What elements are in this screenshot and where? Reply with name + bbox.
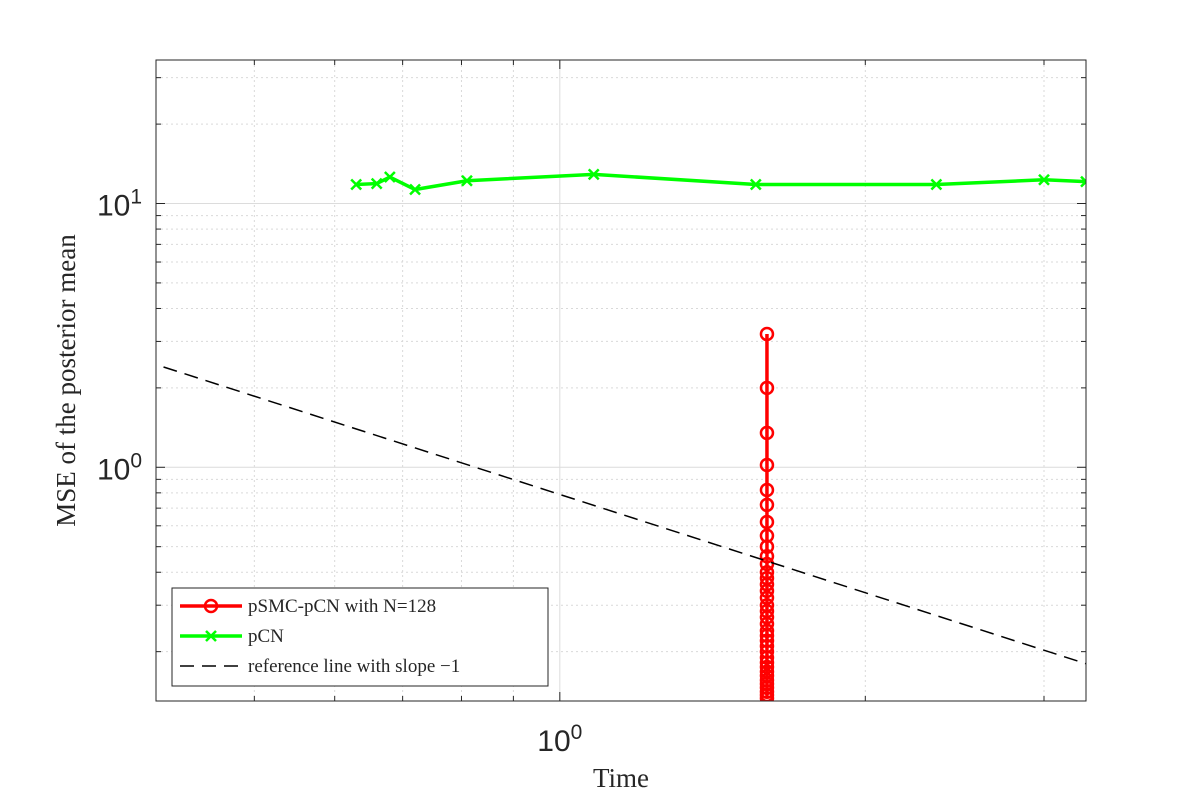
series-marker bbox=[759, 457, 775, 473]
series-marker bbox=[759, 655, 775, 670]
series-0 bbox=[759, 326, 775, 701]
series-line bbox=[356, 172, 1086, 192]
plot-frame bbox=[155, 59, 1087, 702]
y-tick-label: 101 bbox=[97, 186, 142, 223]
series-marker bbox=[759, 556, 775, 572]
series-marker bbox=[759, 691, 775, 701]
tick-labels: 100 101 100 bbox=[97, 186, 582, 758]
series-marker bbox=[409, 183, 421, 196]
series-marker bbox=[1080, 175, 1086, 188]
series-marker bbox=[759, 577, 775, 592]
minor-ticks bbox=[155, 60, 1086, 701]
series-marker bbox=[759, 514, 775, 530]
series-marker bbox=[461, 174, 473, 187]
series-marker bbox=[759, 650, 775, 665]
legend-marker bbox=[203, 598, 219, 614]
series-marker bbox=[383, 171, 396, 183]
series-marker bbox=[759, 425, 775, 441]
series-marker bbox=[759, 482, 775, 498]
series-2 bbox=[156, 363, 1086, 665]
series-marker bbox=[759, 583, 775, 599]
series-marker bbox=[759, 623, 775, 639]
x-tick-label: 100 bbox=[537, 721, 582, 758]
series-marker bbox=[759, 548, 775, 564]
series-marker bbox=[759, 539, 775, 554]
series-marker bbox=[370, 177, 383, 190]
series-marker bbox=[759, 326, 775, 342]
y-tick-label: 100 bbox=[97, 449, 142, 486]
legend-marker bbox=[205, 630, 217, 642]
series-marker bbox=[759, 628, 775, 643]
series-marker bbox=[749, 178, 762, 191]
series-1 bbox=[350, 168, 1086, 196]
series-marker bbox=[759, 590, 775, 606]
legend: pSMC-pCN with N=128 pCN reference line wit… bbox=[171, 587, 549, 687]
series-marker bbox=[930, 178, 943, 191]
series-marker bbox=[587, 168, 600, 181]
legend-label: reference line with slope −1 bbox=[248, 656, 460, 677]
series-marker bbox=[759, 380, 775, 396]
series-marker bbox=[759, 610, 775, 625]
grid bbox=[155, 60, 1086, 701]
x-axis-title: Time bbox=[593, 763, 649, 793]
series-line bbox=[156, 363, 1086, 665]
legend-label: pCN bbox=[248, 626, 284, 647]
legend-label: pSMC-pCN with N=128 bbox=[248, 596, 436, 617]
series-marker bbox=[1038, 173, 1050, 186]
series-marker bbox=[759, 497, 775, 513]
y-axis-title: MSE of the posterior mean bbox=[51, 234, 81, 527]
series-marker bbox=[350, 178, 363, 191]
